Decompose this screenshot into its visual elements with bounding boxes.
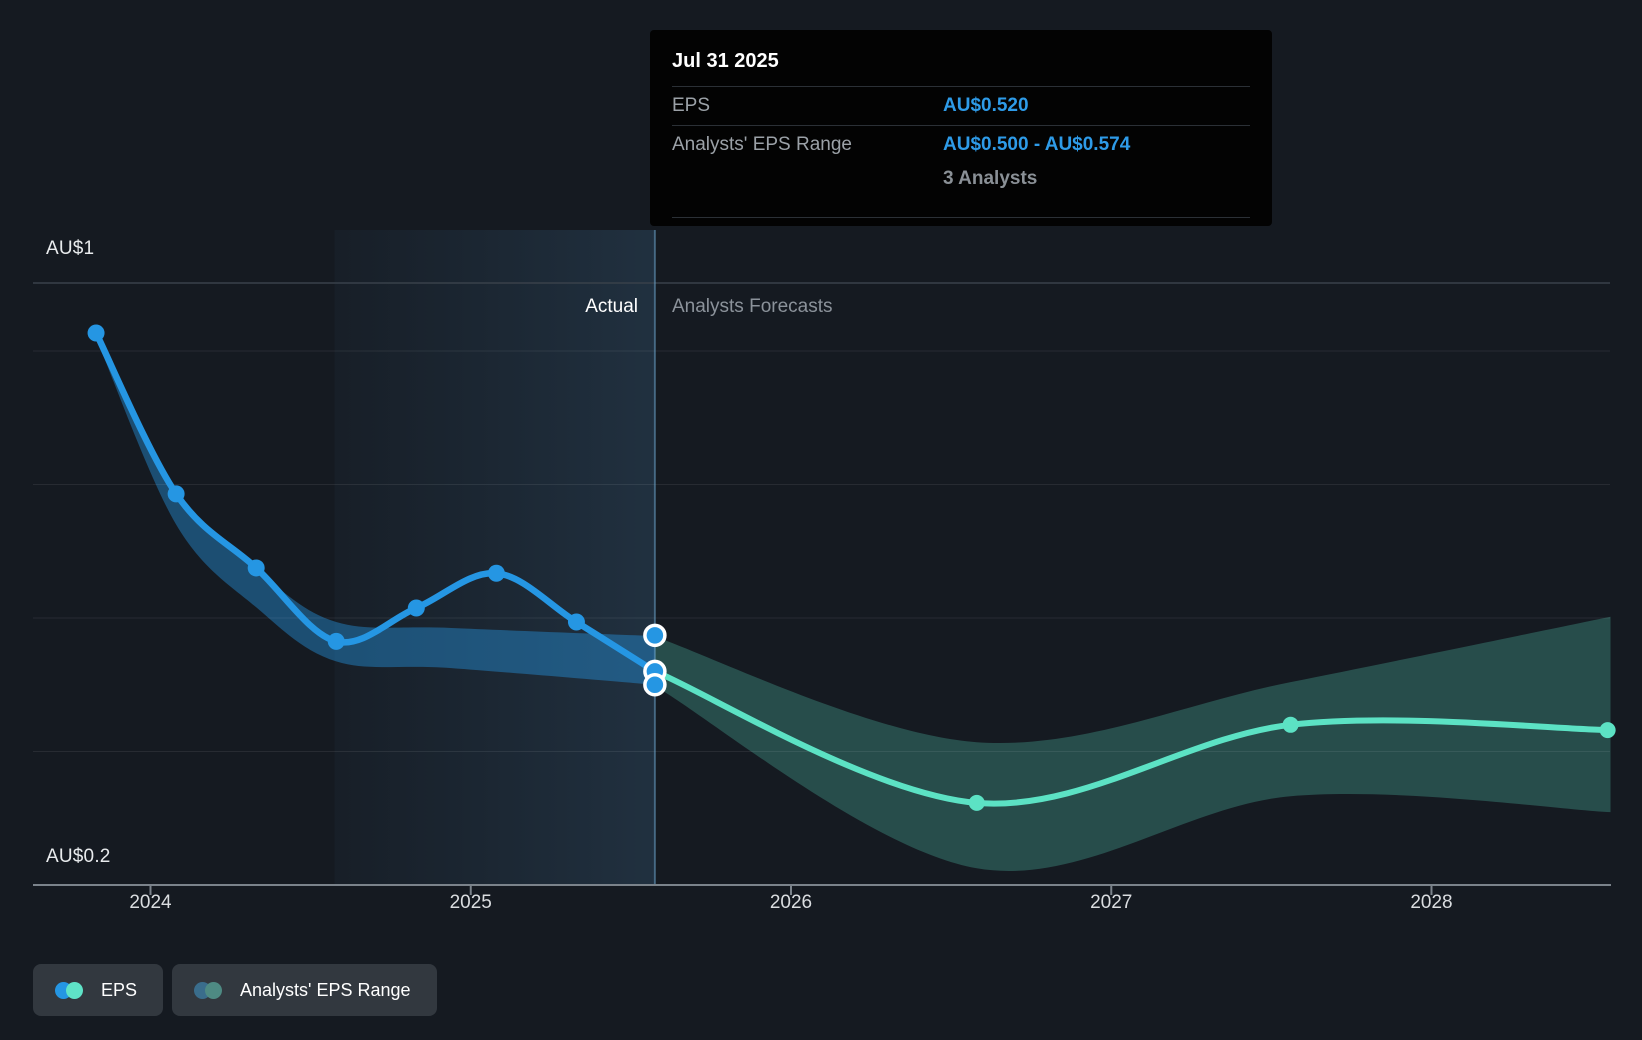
section-label-actual: Actual: [585, 296, 638, 317]
actual-data-point: [327, 632, 345, 650]
legend-item-label: EPS: [101, 979, 138, 1000]
eps-range-bands: [96, 334, 1611, 872]
eps-range-swatch-icon: [194, 981, 223, 999]
tooltip-eps-label: EPS: [672, 95, 711, 116]
forecast-data-point: [1282, 716, 1299, 733]
legend-item-label: Analysts' EPS Range: [240, 979, 411, 1000]
x-tick-label: 2024: [129, 892, 172, 913]
actual-data-point: [567, 613, 585, 631]
tooltip-eps-row: EPS AU$0.520: [672, 87, 1250, 126]
chart-tooltip: Jul 31 2025 EPS AU$0.520 Analysts' EPS R…: [650, 30, 1272, 226]
eps-teal-dot-icon: [66, 981, 83, 999]
y-axis-max-label: AU$1: [46, 238, 95, 259]
forecast-data-point: [968, 794, 985, 811]
x-axis: [33, 884, 1611, 895]
tooltip-analysts-count: 3 Analysts: [943, 168, 1038, 189]
chart-legend: EPS Analysts' EPS Range: [33, 964, 437, 1016]
actual-data-point: [167, 485, 185, 503]
actual-data-point: [247, 559, 265, 577]
eps-data-points: [87, 324, 1616, 811]
actual-data-point: [407, 599, 425, 617]
range-teal-dot-icon: [205, 981, 223, 999]
tooltip-bottom-divider: [672, 217, 1250, 218]
actual-period-highlight: [334, 230, 655, 885]
x-tick-label: 2027: [1090, 892, 1133, 913]
current-eps-marker[interactable]: [643, 623, 667, 648]
eps-series-swatch-icon: [55, 981, 83, 999]
x-tick-label: 2028: [1410, 892, 1453, 913]
x-tick-label: 2026: [769, 892, 813, 913]
tooltip-range-label: Analysts' EPS Range: [672, 134, 852, 155]
forecast-data-point: [1599, 722, 1616, 739]
tooltip-eps-value: AU$0.520: [943, 95, 1029, 116]
x-tick-label: 2025: [449, 892, 492, 913]
y-axis-min-label: AU$0.2: [46, 846, 111, 867]
tooltip-range-row: Analysts' EPS Range AU$0.500 - AU$0.574: [672, 126, 1250, 164]
section-label-forecast: Analysts Forecasts: [672, 296, 833, 317]
legend-item-eps[interactable]: EPS: [33, 964, 164, 1016]
actual-data-point: [487, 564, 505, 582]
tooltip-date: Jul 31 2025: [672, 46, 1250, 87]
legend-item-eps-range[interactable]: Analysts' EPS Range: [172, 964, 437, 1016]
actual-data-point: [87, 324, 105, 342]
tooltip-range-value: AU$0.500 - AU$0.574: [943, 134, 1131, 155]
current-eps-marker[interactable]: [643, 673, 667, 697]
